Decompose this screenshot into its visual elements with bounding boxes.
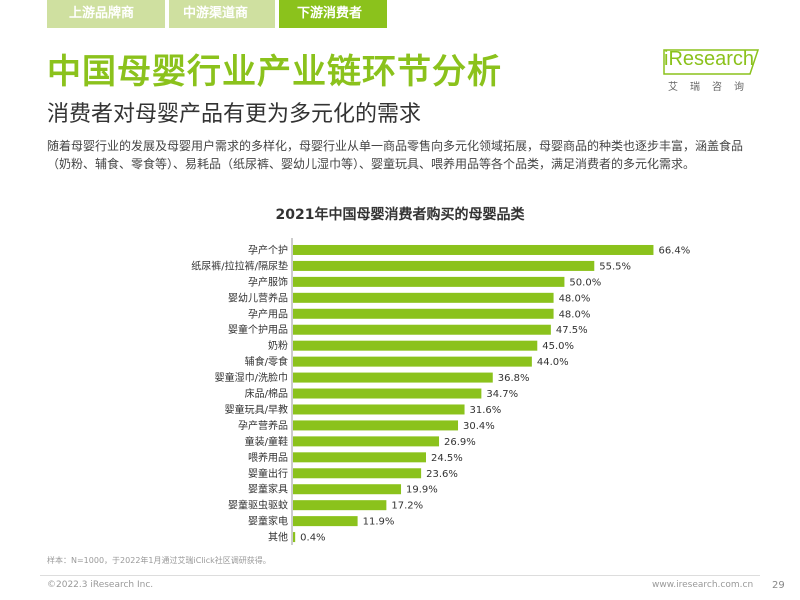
category-label: 婴童家具	[248, 483, 288, 496]
value-label: 47.5%	[556, 325, 588, 336]
sample-note: 样本：N=1000，于2022年1月通过艾瑞iClick社区调研获得。	[47, 556, 271, 565]
value-label: 11.9%	[363, 517, 395, 528]
category-label: 孕产营养品	[238, 419, 288, 432]
category-label: 奶粉	[268, 339, 288, 352]
bar	[293, 324, 551, 335]
value-label: 34.7%	[486, 389, 518, 400]
value-label: 48.0%	[559, 309, 591, 320]
bar	[293, 436, 440, 447]
value-label: 44.0%	[537, 357, 569, 368]
category-label: 婴童个护用品	[228, 323, 288, 336]
bar	[293, 516, 358, 527]
category-label: 其他	[268, 531, 288, 544]
category-label: 婴幼儿营养品	[228, 291, 288, 304]
value-label: 23.6%	[426, 469, 458, 480]
bar	[293, 468, 422, 479]
value-label: 36.8%	[498, 373, 530, 384]
page-title: 中国母婴行业产业链环节分析	[47, 52, 502, 92]
category-label: 婴童湿巾/洗脸巾	[215, 371, 288, 384]
value-label: 45.0%	[542, 341, 574, 352]
bar	[293, 292, 554, 303]
value-label: 19.9%	[406, 485, 438, 496]
page-subtitle: 消费者对母婴产品有更为多元化的需求	[47, 102, 422, 127]
bar	[293, 372, 493, 383]
bar	[293, 356, 532, 367]
value-label: 66.4%	[658, 245, 690, 256]
category-label: 婴童出行	[248, 467, 288, 480]
category-label: 纸尿裤/拉拉裤/隔尿垫	[191, 259, 288, 272]
category-label: 孕产个护	[248, 243, 288, 256]
category-label: 孕产用品	[248, 307, 288, 320]
bar	[293, 452, 426, 463]
logo-cn: 艾瑞咨询	[668, 82, 756, 93]
website-text: www.iresearch.com.cn	[652, 580, 754, 590]
category-label: 婴童玩具/早教	[225, 403, 288, 416]
value-label: 50.0%	[569, 277, 601, 288]
bar	[293, 404, 465, 415]
category-label: 婴童家电	[248, 515, 288, 528]
page-number: 29	[772, 580, 785, 591]
iresearch-logo: iResearch 艾瑞咨询	[662, 46, 762, 96]
bar	[293, 484, 402, 495]
tab-upstream[interactable]: 上游品牌商	[47, 0, 165, 28]
description-text: 随着母婴行业的发展及母婴用户需求的多样化，母婴行业从单一商品零售向多元化领域拓展…	[47, 139, 744, 171]
bar	[293, 532, 296, 543]
value-label: 0.4%	[300, 533, 325, 544]
value-label: 55.5%	[599, 261, 631, 272]
copyright-text: ©2022.3 iResearch Inc.	[47, 580, 154, 590]
category-label: 床品/棉品	[245, 387, 288, 400]
value-label: 48.0%	[559, 293, 591, 304]
bar	[293, 388, 482, 399]
value-label: 31.6%	[470, 405, 502, 416]
top-tabs: 上游品牌商 中游渠道商 下游消费者	[47, 0, 387, 28]
logo-wordmark: iResearch	[664, 48, 755, 70]
value-label: 30.4%	[463, 421, 495, 432]
category-label: 孕产服饰	[248, 275, 288, 288]
chart-title: 2021年中国母婴消费者购买的母婴品类	[275, 207, 525, 223]
bar	[293, 420, 459, 431]
logo-mark-icon	[663, 49, 760, 75]
value-label: 17.2%	[391, 501, 423, 512]
bar	[293, 244, 654, 255]
bar	[293, 260, 595, 271]
footer-divider	[40, 575, 760, 576]
category-label: 童装/童鞋	[245, 435, 288, 448]
bar-chart: 孕产个护 66.4% 纸尿裤/拉拉裤/隔尿垫 55.5% 孕产服饰 50.0% 婴幼儿营养品…	[191, 238, 690, 546]
category-label: 辅食/零食	[245, 355, 288, 368]
bar	[293, 500, 387, 511]
value-label: 24.5%	[431, 453, 463, 464]
category-label: 婴童驱虫驱蚊	[228, 499, 288, 512]
bar	[293, 340, 538, 351]
category-label: 喂养用品	[248, 451, 288, 464]
tab-midstream[interactable]: 中游渠道商	[169, 0, 275, 28]
value-label: 26.9%	[444, 437, 476, 448]
bar	[293, 276, 565, 287]
tab-downstream[interactable]: 下游消费者	[279, 0, 387, 28]
bar	[293, 308, 554, 319]
